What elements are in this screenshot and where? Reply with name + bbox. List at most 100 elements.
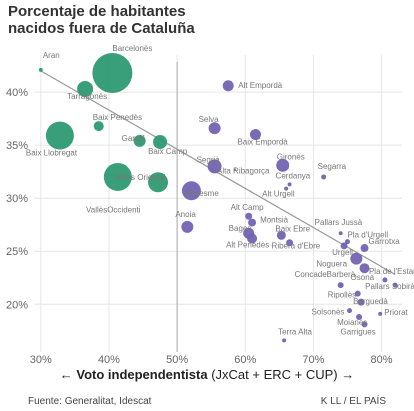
point-pla-d-urgell: [344, 239, 350, 245]
point-baix-ebre: [276, 230, 286, 240]
label-garrigues: Garrigues: [341, 327, 376, 336]
label-valles-oriental: Vallès Oriental: [114, 173, 166, 182]
label-alt-camp: Alt Camp: [231, 203, 264, 212]
y-tick-label-35: 35%: [6, 140, 28, 152]
point-baix-penedes: [93, 121, 104, 132]
point-maresme: [181, 181, 201, 201]
label-bergueda: Berguedà: [353, 297, 388, 306]
x-axis-label-detail: (JxCat + ERC + CUP): [211, 367, 338, 382]
point-bergueda: [357, 298, 365, 306]
label-bages: Bages: [229, 224, 252, 233]
label-alt-emporda: Alt Empordà: [238, 81, 283, 90]
point-alt-camp: [245, 212, 253, 220]
point-selva: [208, 122, 221, 135]
point-baix-llobregat: [45, 121, 74, 150]
point-alta-ribagorca: [234, 168, 237, 171]
label-terra-alta: Terra Alta: [278, 327, 312, 336]
chart-title: Porcentaje de habitantes nacidos fuera d…: [8, 3, 308, 37]
credit: K LL / EL PAÍS: [320, 396, 386, 407]
y-tick-label-30: 30%: [6, 193, 28, 205]
label-priorat: Priorat: [384, 308, 408, 317]
label-maresme: Maresme: [185, 189, 219, 198]
point-pallars-sobira: [392, 282, 398, 288]
label-girones: Gironès: [277, 152, 305, 161]
point-urgell: [340, 242, 348, 250]
point-osona: [359, 263, 370, 274]
title-line-1: Porcentaje de habitantes: [8, 3, 186, 20]
point-ripolles: [354, 290, 361, 297]
label-baix-llobregat: Baix Llobregat: [26, 149, 78, 158]
point-garraf: [133, 134, 146, 147]
point-ribera-d-ebre: [286, 239, 294, 247]
label-pla-de-l-estany: Pla de l'Estany: [369, 267, 414, 276]
point-segria: [207, 159, 222, 174]
point-vallesoccidenti: [148, 172, 169, 193]
label-alta-ribagorca: Alta Ribagorça: [217, 167, 270, 176]
x-tick-label-60: 60%: [234, 354, 256, 366]
x-tick-label-50: 50%: [166, 354, 188, 366]
point-anoia: [181, 220, 194, 233]
label-osona: Osona: [351, 273, 375, 282]
point-valles-oriental: [103, 162, 132, 191]
label-noguera: Noguera: [316, 260, 347, 269]
point-pla-de-l-estany: [382, 277, 388, 283]
x-tick-label-40: 40%: [98, 354, 120, 366]
point-priorat: [378, 311, 383, 316]
point-moianes: [356, 313, 363, 320]
point-cerdanya: [287, 182, 292, 187]
x-tick-label-80: 80%: [371, 354, 393, 366]
point-aran: [38, 67, 43, 72]
label-ribera-d-ebre: Ribera d'Ebre: [272, 242, 321, 251]
label-solsones: Solsonès: [312, 308, 345, 317]
x-tick-label-70: 70%: [302, 354, 324, 366]
y-axis-ticks: 20% 25% 30% 35% 40%: [6, 87, 28, 311]
y-tick-label-25: 25%: [6, 246, 28, 258]
y-tick-label-20: 20%: [6, 299, 28, 311]
point-baix-emporda: [249, 129, 261, 141]
label-pla-d-urgell: Pla d'Urgell: [347, 231, 388, 240]
label-selva: Selva: [199, 115, 220, 124]
label-urgell: Urgell: [332, 248, 353, 257]
point-baix-camp: [153, 134, 168, 149]
right-arrow: →: [341, 367, 355, 382]
label-baix-camp: Baix Camp: [148, 147, 188, 156]
y-tick-label-40: 40%: [6, 87, 28, 99]
label-baix-ebre: Baix Ebre: [275, 224, 310, 233]
label-pallars-sobira: Pallars Sobirà: [365, 282, 414, 291]
point-solsones: [347, 308, 353, 314]
label-ripolles: Ripollès: [328, 291, 356, 300]
point-tarragones: [77, 80, 94, 97]
label-baix-penedes: Baix Penedès: [93, 113, 142, 122]
label-segarra: Segarra: [318, 162, 347, 171]
label-alt-urgell: Alt Urgell: [262, 190, 295, 199]
label-cerdanya: Cerdanya: [276, 171, 311, 180]
point-garrigues: [361, 321, 368, 328]
point-alt-urgell: [284, 186, 289, 191]
point-girones: [276, 158, 290, 172]
label-anoia: Anoia: [175, 210, 196, 219]
label-moianes: Moianès: [337, 318, 367, 327]
label-garraf: Garraf: [122, 134, 145, 143]
trend-line: [40, 70, 396, 276]
source-note: Fuente: Generalitat, Idescat: [28, 396, 152, 407]
label-concadebarbera: ConcadeBarberà: [295, 270, 356, 279]
title-line-2: nacidos fuera de Cataluña: [8, 20, 195, 37]
point-labels: Aran Barcelonès Tarragonès Alt Empordà Baix …: [26, 44, 414, 336]
point-pallars-jussa: [338, 231, 343, 236]
label-tarragones: Tarragonès: [67, 92, 107, 101]
point-alt-emporda: [222, 80, 234, 92]
label-vallesoccidenti: VallèsOccidenti: [86, 205, 141, 214]
label-segria: Segrià: [197, 155, 221, 164]
point-concadebarbera: [337, 282, 344, 289]
point-noguera: [350, 252, 363, 265]
x-axis-label-main: Voto independentista: [76, 367, 208, 382]
point-barcelones: [92, 53, 133, 94]
label-montsia: Montsià: [260, 216, 289, 225]
label-barcelones: Barcelonès: [112, 44, 152, 53]
x-axis-label: ← Voto independentista (JxCat + ERC + CU…: [0, 367, 414, 382]
x-axis-ticks: 30% 40% 50% 60% 70% 80%: [30, 354, 393, 366]
point-garrotxa: [360, 244, 369, 253]
label-aran: Aran: [43, 51, 60, 60]
point-alt-penedes: [247, 233, 258, 244]
